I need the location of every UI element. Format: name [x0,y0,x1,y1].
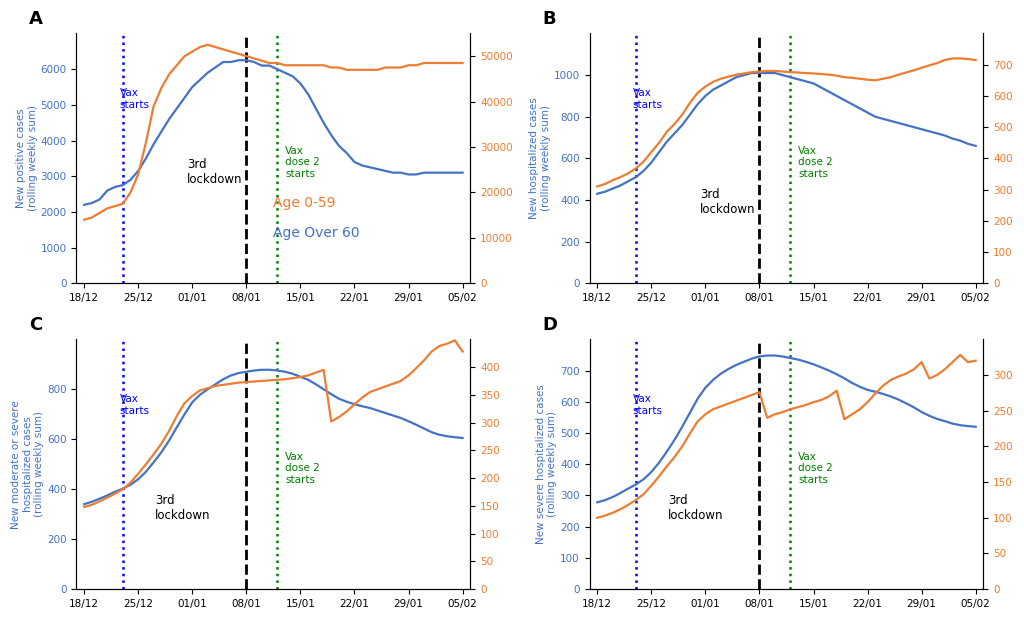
Text: C: C [29,316,42,334]
Text: Vax
starts: Vax starts [633,89,663,110]
Text: 3rd
lockdown: 3rd lockdown [669,494,724,522]
Text: Vax
dose 2
starts: Vax dose 2 starts [799,146,834,179]
Text: Vax
starts: Vax starts [120,89,150,110]
Text: 3rd
lockdown: 3rd lockdown [699,188,756,216]
Y-axis label: New positive cases
(rolling weekly sum): New positive cases (rolling weekly sum) [16,105,38,211]
Text: Vax
dose 2
starts: Vax dose 2 starts [799,452,834,485]
Text: Vax
dose 2
starts: Vax dose 2 starts [286,146,319,179]
Text: Age 0-59: Age 0-59 [273,196,336,210]
Text: B: B [543,11,556,29]
Y-axis label: New hospitalized cases
(rolling weekly sum): New hospitalized cases (rolling weekly s… [529,97,551,219]
Text: 3rd
lockdown: 3rd lockdown [156,494,211,522]
Text: Vax
dose 2
starts: Vax dose 2 starts [286,452,319,485]
Text: A: A [29,11,43,29]
Text: D: D [543,316,557,334]
Text: 3rd
lockdown: 3rd lockdown [186,158,243,187]
Text: Vax
starts: Vax starts [120,394,150,416]
Y-axis label: New moderate or severe
hospitalized cases
(rolling weekly sum): New moderate or severe hospitalized case… [11,400,44,529]
Text: Age Over 60: Age Over 60 [273,226,360,240]
Text: Vax
starts: Vax starts [633,394,663,416]
Y-axis label: New severe hospitalized cases
(rolling weekly sum): New severe hospitalized cases (rolling w… [536,384,557,544]
